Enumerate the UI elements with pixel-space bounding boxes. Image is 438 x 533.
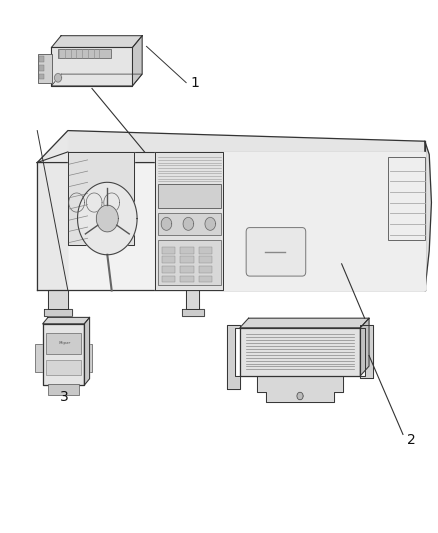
- Bar: [35, 344, 42, 372]
- Bar: [38, 54, 52, 83]
- Text: Mopar: Mopar: [59, 341, 71, 345]
- Bar: [58, 49, 111, 58]
- Polygon shape: [96, 205, 118, 232]
- Polygon shape: [78, 182, 137, 255]
- Polygon shape: [186, 290, 199, 309]
- Polygon shape: [37, 131, 68, 290]
- Bar: [158, 213, 221, 235]
- Bar: [158, 184, 221, 208]
- Polygon shape: [42, 324, 84, 385]
- Bar: [199, 266, 212, 273]
- Bar: [39, 65, 45, 71]
- Polygon shape: [240, 318, 369, 328]
- Bar: [162, 276, 175, 282]
- Bar: [158, 240, 221, 285]
- Bar: [39, 56, 45, 62]
- Bar: [162, 256, 175, 263]
- Polygon shape: [183, 217, 194, 230]
- Polygon shape: [360, 318, 369, 376]
- Bar: [199, 276, 212, 282]
- Bar: [199, 256, 212, 263]
- Polygon shape: [182, 309, 204, 316]
- Polygon shape: [42, 317, 90, 324]
- Bar: [162, 247, 175, 254]
- Bar: [39, 74, 45, 79]
- Polygon shape: [297, 392, 303, 400]
- Bar: [162, 266, 175, 273]
- Bar: [46, 333, 81, 354]
- Polygon shape: [37, 131, 425, 163]
- Polygon shape: [360, 325, 373, 378]
- Text: 2: 2: [407, 433, 416, 447]
- Polygon shape: [48, 290, 68, 309]
- Bar: [180, 247, 194, 254]
- Polygon shape: [44, 309, 72, 316]
- Bar: [388, 157, 425, 240]
- Bar: [180, 276, 194, 282]
- Polygon shape: [84, 317, 90, 385]
- Bar: [48, 384, 79, 394]
- Text: 3: 3: [60, 390, 69, 404]
- Polygon shape: [55, 74, 61, 82]
- Polygon shape: [258, 376, 343, 402]
- FancyBboxPatch shape: [246, 228, 306, 276]
- Bar: [199, 247, 212, 254]
- Polygon shape: [240, 328, 360, 376]
- Polygon shape: [155, 152, 223, 290]
- Polygon shape: [205, 217, 215, 230]
- Text: 1: 1: [191, 76, 199, 90]
- Polygon shape: [425, 141, 431, 290]
- Polygon shape: [51, 36, 142, 47]
- Polygon shape: [37, 163, 425, 290]
- Polygon shape: [132, 36, 142, 86]
- Bar: [180, 266, 194, 273]
- Polygon shape: [51, 47, 132, 86]
- Bar: [180, 256, 194, 263]
- Polygon shape: [223, 152, 425, 290]
- Bar: [46, 359, 81, 375]
- Polygon shape: [227, 325, 240, 389]
- Polygon shape: [161, 217, 172, 230]
- Polygon shape: [68, 152, 134, 245]
- Bar: [84, 344, 92, 372]
